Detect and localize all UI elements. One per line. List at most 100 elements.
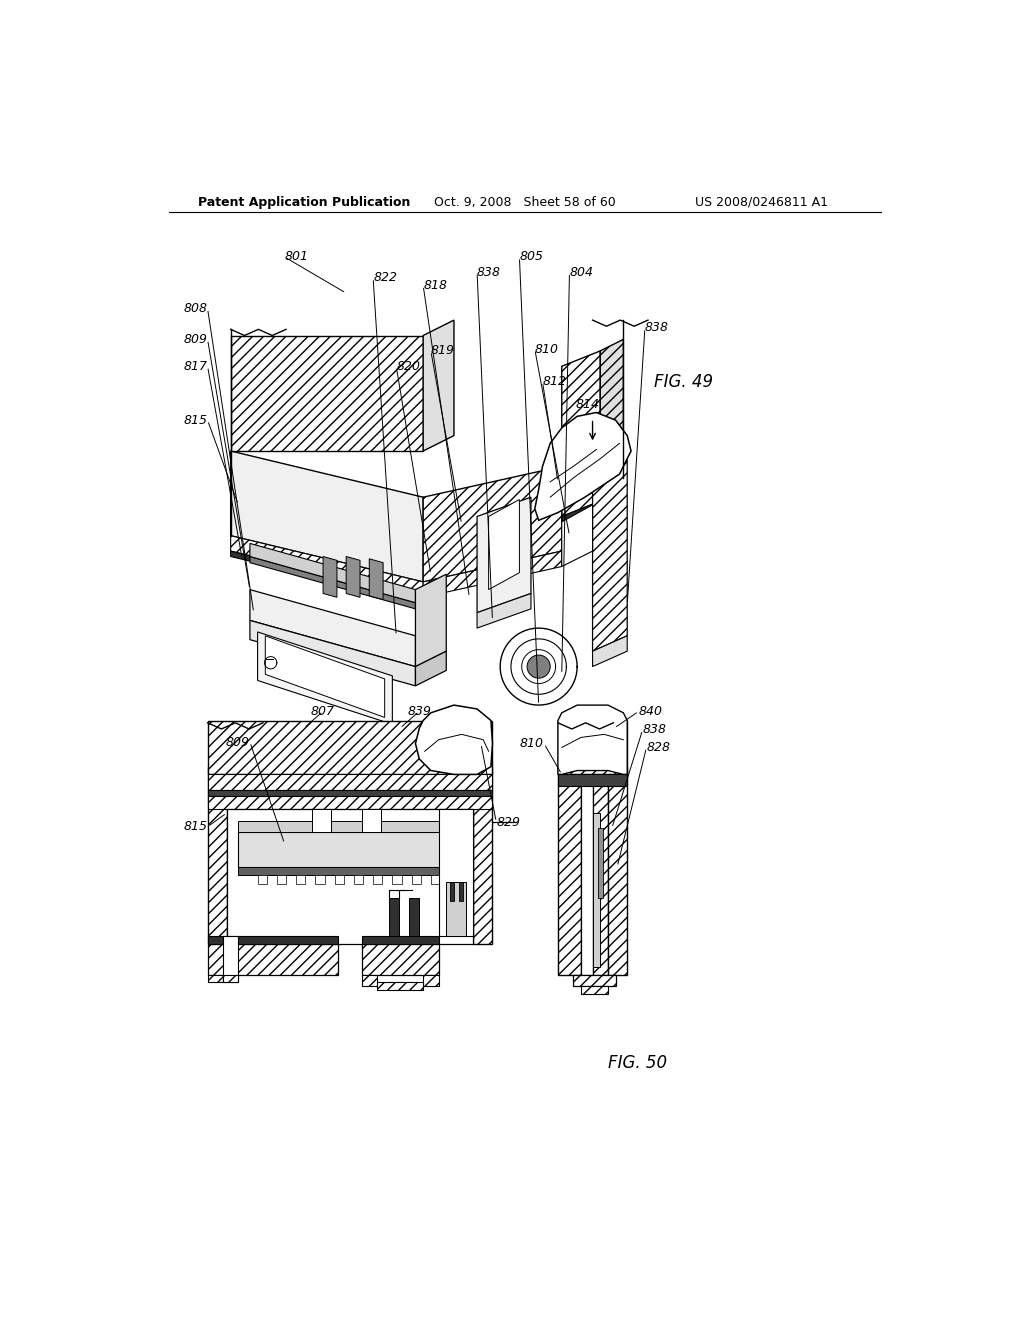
Polygon shape [346, 557, 360, 598]
Polygon shape [361, 809, 381, 832]
Text: 812: 812 [543, 375, 566, 388]
Text: 805: 805 [519, 251, 544, 264]
Polygon shape [416, 574, 446, 667]
Text: 839: 839 [408, 705, 431, 718]
Polygon shape [230, 335, 423, 451]
Polygon shape [558, 775, 628, 785]
Polygon shape [208, 775, 493, 789]
Text: 809: 809 [226, 735, 250, 748]
Polygon shape [223, 936, 239, 982]
Polygon shape [410, 898, 419, 936]
Polygon shape [315, 875, 325, 884]
Polygon shape [451, 882, 454, 902]
Polygon shape [593, 767, 608, 974]
Polygon shape [562, 506, 593, 566]
Text: 819: 819 [431, 345, 455, 358]
Polygon shape [527, 655, 550, 678]
Polygon shape [593, 436, 628, 651]
Polygon shape [208, 944, 339, 974]
Polygon shape [208, 789, 493, 796]
Polygon shape [562, 502, 600, 521]
Text: 815: 815 [183, 820, 208, 833]
Polygon shape [573, 974, 615, 986]
Text: 810: 810 [520, 737, 544, 750]
Polygon shape [354, 875, 364, 884]
Text: 838: 838 [645, 321, 669, 334]
Polygon shape [208, 974, 223, 982]
Polygon shape [239, 821, 473, 832]
Polygon shape [446, 882, 466, 936]
Polygon shape [373, 875, 382, 884]
Polygon shape [250, 544, 416, 603]
Text: 818: 818 [423, 279, 447, 292]
Polygon shape [423, 321, 454, 451]
Polygon shape [361, 944, 438, 974]
Polygon shape [488, 499, 519, 590]
Text: 829: 829 [497, 816, 520, 829]
Polygon shape [562, 490, 600, 516]
Polygon shape [230, 552, 423, 603]
Polygon shape [416, 651, 446, 686]
Polygon shape [608, 767, 628, 974]
Polygon shape [276, 875, 286, 884]
Polygon shape [477, 594, 531, 628]
Polygon shape [250, 620, 416, 686]
Polygon shape [377, 982, 423, 990]
Polygon shape [208, 796, 493, 809]
Polygon shape [423, 974, 438, 986]
Text: Oct. 9, 2008   Sheet 58 of 60: Oct. 9, 2008 Sheet 58 of 60 [434, 195, 615, 209]
Polygon shape [473, 767, 493, 944]
Text: 810: 810 [535, 343, 559, 356]
Polygon shape [311, 809, 331, 832]
Polygon shape [361, 936, 438, 944]
Text: FIG. 50: FIG. 50 [608, 1055, 667, 1072]
Polygon shape [593, 636, 628, 667]
Polygon shape [208, 936, 339, 944]
Text: 822: 822 [373, 271, 397, 284]
Polygon shape [412, 875, 421, 884]
Polygon shape [477, 498, 531, 612]
Text: US 2008/0246811 A1: US 2008/0246811 A1 [695, 195, 828, 209]
Polygon shape [239, 832, 473, 867]
Polygon shape [361, 974, 377, 986]
Polygon shape [250, 590, 416, 667]
Text: 828: 828 [646, 741, 671, 754]
Text: 809: 809 [183, 333, 208, 346]
Polygon shape [258, 875, 267, 884]
Polygon shape [431, 875, 440, 884]
Polygon shape [558, 767, 581, 974]
Polygon shape [438, 809, 473, 936]
Polygon shape [423, 552, 562, 598]
Polygon shape [223, 974, 239, 982]
Polygon shape [323, 557, 337, 598]
Text: 820: 820 [396, 360, 420, 372]
Polygon shape [460, 882, 463, 902]
Polygon shape [581, 767, 593, 974]
Polygon shape [558, 705, 628, 775]
Text: Patent Application Publication: Patent Application Publication [198, 195, 410, 209]
Text: 801: 801 [285, 251, 308, 264]
Polygon shape [296, 875, 305, 884]
Polygon shape [370, 558, 383, 599]
Polygon shape [562, 351, 600, 451]
Text: 838: 838 [643, 723, 667, 737]
Polygon shape [423, 466, 562, 582]
Polygon shape [226, 809, 473, 944]
Polygon shape [208, 721, 493, 775]
Text: 808: 808 [183, 302, 208, 315]
Polygon shape [388, 898, 398, 936]
Text: 804: 804 [569, 265, 594, 279]
Polygon shape [258, 632, 392, 725]
Text: 815: 815 [183, 413, 208, 426]
Text: 840: 840 [639, 705, 663, 718]
Polygon shape [451, 875, 460, 884]
Polygon shape [230, 536, 423, 598]
Polygon shape [593, 813, 600, 966]
Polygon shape [335, 875, 344, 884]
Polygon shape [562, 436, 600, 506]
Polygon shape [416, 705, 493, 775]
Polygon shape [208, 767, 226, 944]
Polygon shape [600, 339, 624, 490]
Polygon shape [392, 875, 401, 884]
Polygon shape [581, 986, 608, 994]
